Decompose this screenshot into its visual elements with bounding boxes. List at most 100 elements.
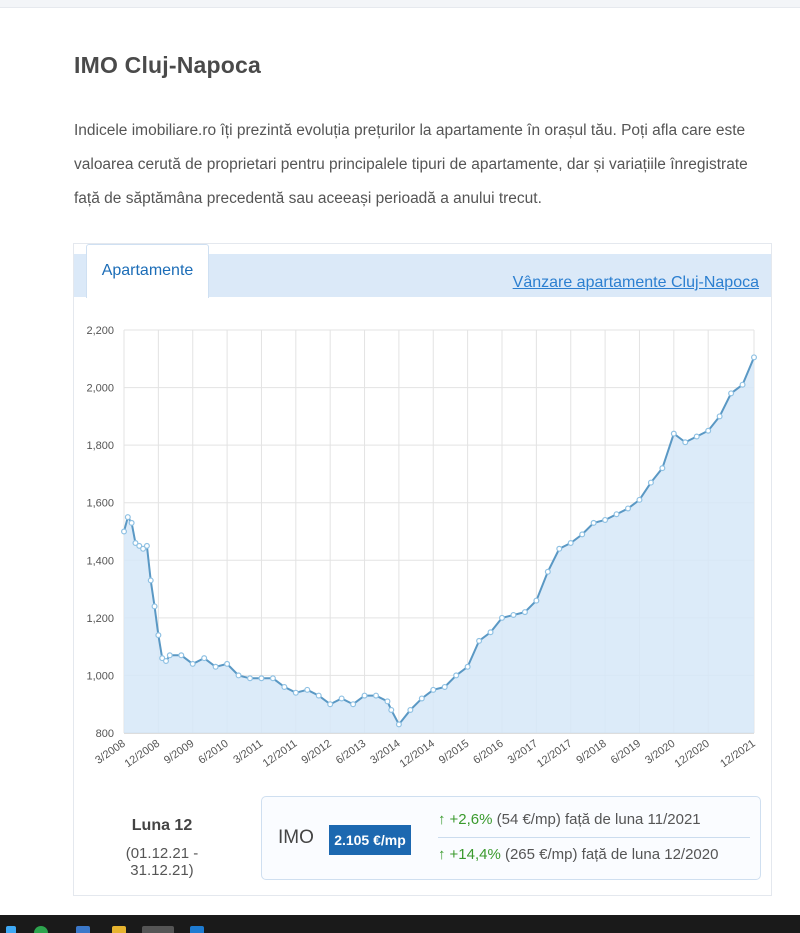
app-icon[interactable] [190,926,204,933]
data-point [544,568,551,575]
data-point [151,603,158,610]
x-tick-label: 12/2014 [398,738,437,771]
data-point [178,652,185,659]
data-point [132,540,139,547]
change-divider [438,837,750,838]
imo-summary-box: IMO 2.105 €/mp ↑ +2,6% (54 €/mp) față de … [261,796,761,880]
data-point [384,698,391,705]
data-point [670,430,677,437]
data-point [235,672,242,679]
data-point [136,542,143,549]
data-point [147,577,154,584]
x-tick-label: 12/2017 [535,738,574,771]
x-tick-label: 12/2020 [672,738,711,771]
data-point [361,692,368,699]
x-tick-label: 9/2009 [162,738,196,767]
yearly-change: ↑ +14,4% (265 €/mp) față de luna 12/2020 [438,846,718,863]
y-tick-label: 1,000 [86,670,114,682]
data-point [388,706,395,713]
yearly-change-detail: (265 €/mp) față de luna 12/2020 [500,846,719,863]
monthly-change-pct: +2,6% [449,811,493,828]
data-point [556,545,563,552]
start-icon[interactable] [6,926,16,933]
sale-apartments-link[interactable]: Vânzare apartamente Cluj-Napoca [512,274,759,291]
data-point [636,496,643,503]
files-icon[interactable] [76,926,90,933]
data-point [602,516,609,523]
data-point [189,660,196,667]
data-point [407,706,414,713]
x-tick-label: 6/2016 [471,738,505,767]
data-point [143,542,150,549]
data-point [212,663,219,670]
arrow-up-icon: ↑ [438,811,446,828]
data-point [682,439,689,446]
x-tick-label: 9/2012 [299,738,333,767]
data-point [739,381,746,388]
folder-icon[interactable] [112,926,126,933]
data-point [315,692,322,699]
browser-active-icon[interactable] [142,926,174,933]
data-point [395,721,402,728]
price-chart: 800 1,000 1,200 1,400 1,600 1,800 2,000 2,200 3/… [86,325,757,771]
x-tick-label: 12/2021 [718,738,757,771]
data-point [258,675,265,682]
y-tick-label: 2,000 [86,383,114,395]
y-tick-label: 1,200 [86,613,114,625]
data-point [705,427,712,434]
period-range: (01.12.21 - 31.12.21) [125,845,199,879]
data-point [441,683,448,690]
data-point [124,514,131,521]
intro-paragraph: Indicele imobiliare.ro îți prezintă evol… [74,122,748,207]
data-point [693,433,700,440]
yearly-change-pct: +14,4% [449,846,501,863]
data-point [533,597,540,604]
data-point [716,413,723,420]
x-tick-label: 6/2010 [196,738,230,767]
x-tick-label: 9/2015 [437,738,471,767]
data-point [304,686,311,693]
data-point [464,663,471,670]
x-tick-label: 3/2017 [506,738,540,767]
data-point [201,655,208,662]
data-point [430,686,437,693]
data-point [476,637,483,644]
arrow-up-icon: ↑ [438,846,446,863]
data-point [128,519,135,526]
data-point [521,609,528,616]
x-tick-label: 6/2013 [334,738,368,767]
period-info: Luna 12 (01.12.21 - 31.12.21) [92,817,232,879]
data-point [750,354,757,361]
data-point [224,660,231,667]
imo-widget: Vânzare apartamente Cluj-Napoca Apartame… [73,243,772,896]
tab-apartamente-label: Apartamente [101,262,194,279]
x-tick-label: 3/2014 [368,738,402,767]
x-tick-label: 3/2020 [643,738,677,767]
x-tick-label: 9/2018 [574,738,608,767]
x-tick-label: 12/2011 [261,738,300,770]
data-point [327,701,334,708]
data-point [624,505,631,512]
data-point [162,658,169,665]
data-point [728,390,735,397]
data-point [373,692,380,699]
data-point [292,689,299,696]
x-tick-label: 12/2008 [123,738,162,771]
data-point [247,675,254,682]
data-point [510,611,517,618]
data-point [155,632,162,639]
y-tick-label: 1,600 [86,498,114,510]
tab-apartamente[interactable]: Apartamente [86,244,209,298]
data-point [453,672,460,679]
data-point [567,540,574,547]
data-point [269,675,276,682]
taskbar [0,915,800,933]
data-point [418,695,425,702]
monthly-change: ↑ +2,6% (54 €/mp) față de luna 11/2021 [438,811,701,828]
data-point [350,701,357,708]
data-point [120,528,127,535]
y-tick-label: 1,400 [86,555,114,567]
price-badge: 2.105 €/mp [329,825,411,855]
chrome-icon[interactable] [34,926,48,933]
data-point [647,479,654,486]
